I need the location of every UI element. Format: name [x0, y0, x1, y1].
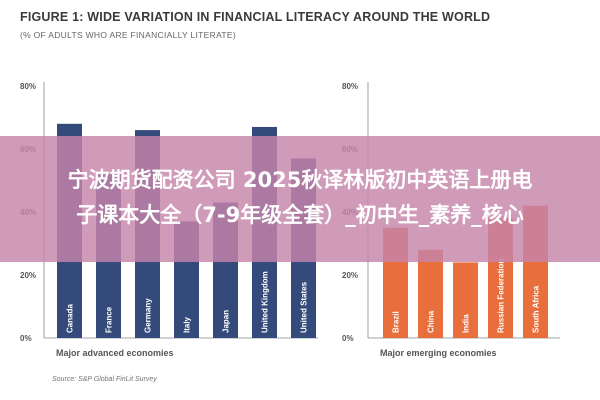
advanced-economies-label: Major advanced economies — [56, 348, 174, 358]
category-label: Canada — [66, 304, 75, 333]
overlay-banner — [0, 136, 600, 262]
category-label: United States — [300, 281, 309, 333]
bar-india — [453, 262, 478, 338]
overlay-line-2: 子课本大全（7-9年级全套）_初中生_素养_核心 — [76, 203, 524, 227]
chart-subtitle: (% OF ADULTS WHO ARE FINANCIALLY LITERAT… — [20, 30, 237, 40]
overlay-line-1: 宁波期货配资公司 2025秋译林版初中英语上册电 — [67, 168, 533, 192]
category-label: India — [462, 314, 471, 333]
category-label: China — [427, 310, 436, 333]
category-label: Japan — [222, 310, 231, 333]
emerging-economies-label: Major emerging economies — [380, 348, 497, 358]
y-tick-label: 20% — [20, 271, 36, 280]
category-label: South Africa — [532, 285, 541, 333]
overlay-text: 宁波期货配资公司 2025秋译林版初中英语上册电 子课本大全（7-9年级全套）_… — [0, 163, 600, 233]
y-tick-label: 80% — [342, 82, 358, 91]
y-tick-label: 0% — [342, 334, 354, 343]
source-note: Source: S&P Global FinLit Survey — [52, 376, 157, 383]
category-label: France — [105, 306, 114, 333]
chart-title: FIGURE 1: WIDE VARIATION IN FINANCIAL LI… — [20, 10, 491, 24]
category-label: Russian Federation — [497, 259, 506, 333]
y-tick-label: 80% — [20, 82, 36, 91]
category-label: Brazil — [392, 311, 401, 333]
category-label: Germany — [144, 298, 153, 333]
bar-china — [418, 249, 443, 338]
y-tick-label: 20% — [342, 271, 358, 280]
category-label: Italy — [183, 316, 192, 333]
category-label: United Kingdom — [261, 271, 270, 333]
y-tick-label: 0% — [20, 334, 32, 343]
